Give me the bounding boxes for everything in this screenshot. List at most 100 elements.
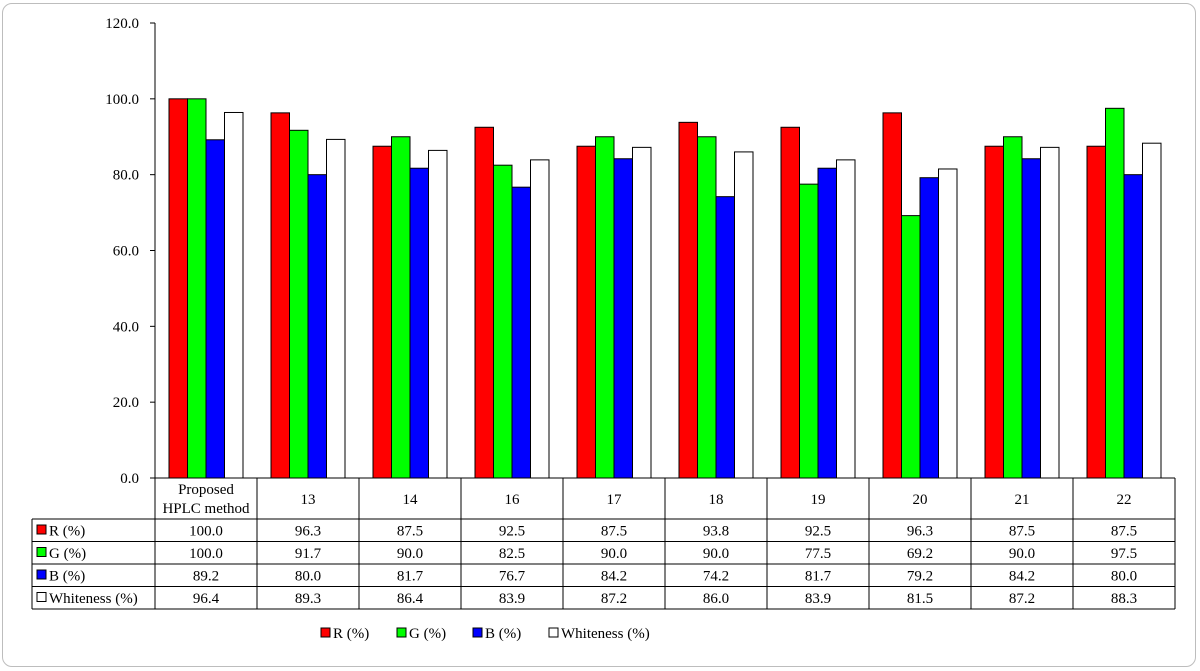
y-tick-label: 40.0 (113, 319, 139, 335)
table-series-label: B (%) (49, 569, 85, 585)
x-tick-label: 20 (913, 492, 928, 508)
table-cell-value: 86.4 (397, 591, 424, 607)
bar-r-17 (576, 145, 596, 479)
bar-whiteness-18 (734, 151, 754, 479)
bar-g-proposed (187, 98, 207, 479)
table-cell-value: 87.2 (601, 591, 627, 607)
bar-b-16 (511, 186, 531, 479)
bar-g-16 (493, 164, 513, 479)
bar-whiteness-21 (1040, 146, 1060, 479)
x-tick-label: 21 (1015, 492, 1030, 508)
table-cell-value: 81.7 (805, 569, 832, 585)
bar-whiteness-20 (938, 168, 958, 479)
table-cell-value: 80.0 (295, 569, 321, 585)
table-legend-key (36, 547, 47, 557)
table-cell-value: 87.5 (397, 524, 423, 540)
bar-g-22 (1105, 107, 1125, 479)
bar-whiteness-19 (836, 159, 856, 479)
x-tick-label: 17 (607, 492, 623, 508)
bar-b-21 (1021, 158, 1041, 479)
table-cell-value: 91.7 (295, 546, 322, 562)
bar-b-19 (817, 167, 837, 479)
legend-label: B (%) (485, 626, 521, 642)
bar-whiteness-proposed (224, 111, 244, 479)
bar-r-18 (678, 121, 698, 479)
bar-b-13 (307, 174, 327, 479)
table-series-label: G (%) (49, 546, 86, 562)
x-tick-label: 19 (811, 492, 826, 508)
bar-b-14 (409, 167, 429, 479)
table-cell-value: 92.5 (499, 524, 525, 540)
bar-g-13 (289, 129, 309, 479)
table-cell-value: 93.8 (703, 524, 729, 540)
table-series-label: R (%) (49, 524, 85, 540)
table-legend-key (36, 524, 47, 535)
table-cell-value: 90.0 (1009, 546, 1035, 562)
table-cell-value: 89.3 (295, 591, 321, 607)
table-cell-value: 69.2 (907, 546, 933, 562)
bar-b-18 (715, 196, 735, 479)
x-tick-label: 22 (1117, 492, 1132, 508)
table-cell-value: 90.0 (601, 546, 627, 562)
bar-r-22 (1086, 145, 1106, 479)
x-tick-label: 14 (403, 492, 419, 508)
legend-key (320, 627, 331, 638)
table-cell-value: 84.2 (601, 569, 627, 585)
table-series-label: Whiteness (%) (49, 591, 138, 607)
bar-r-13 (270, 112, 290, 479)
table-cell-value: 82.5 (499, 546, 525, 562)
x-tick-label: 18 (709, 492, 724, 508)
table-cell-value: 87.5 (601, 524, 627, 540)
table-cell-value: 100.0 (189, 546, 223, 562)
legend-key (396, 627, 407, 638)
bar-whiteness-14 (428, 149, 448, 479)
x-tick-label: HPLC method (162, 501, 250, 517)
table-cell-value: 81.5 (907, 591, 933, 607)
y-tick-label: 120.0 (105, 16, 139, 32)
bar-g-20 (901, 215, 921, 479)
table-cell-value: 83.9 (499, 591, 525, 607)
bar-r-proposed (168, 98, 188, 479)
table-cell-value: 80.0 (1111, 569, 1137, 585)
bar-whiteness-16 (530, 159, 550, 479)
table-cell-value: 97.5 (1111, 546, 1137, 562)
table-cell-value: 83.9 (805, 591, 831, 607)
x-tick-label: Proposed (178, 482, 234, 498)
bar-r-19 (780, 126, 800, 479)
bar-g-21 (1003, 136, 1023, 479)
table-cell-value: 96.3 (907, 524, 933, 540)
table-cell-value: 87.5 (1009, 524, 1035, 540)
table-cell-value: 86.0 (703, 591, 729, 607)
bar-g-14 (391, 136, 411, 479)
bar-g-19 (799, 183, 819, 479)
y-tick-label: 0.0 (120, 471, 139, 487)
table-cell-value: 90.0 (703, 546, 729, 562)
y-tick-label: 20.0 (113, 395, 139, 411)
y-tick-label: 80.0 (113, 168, 139, 184)
bar-g-18 (697, 136, 717, 479)
table-legend-key (36, 569, 47, 580)
table-cell-value: 74.2 (703, 569, 729, 585)
bar-b-22 (1123, 174, 1143, 479)
legend-label: R (%) (333, 626, 369, 642)
table-cell-value: 88.3 (1111, 591, 1137, 607)
table-cell-value: 79.2 (907, 569, 933, 585)
table-cell-value: 87.5 (1111, 524, 1137, 540)
legend-label: G (%) (409, 626, 446, 642)
bar-b-20 (919, 177, 939, 479)
table-cell-value: 96.4 (193, 591, 220, 607)
table-cell-value: 81.7 (397, 569, 424, 585)
bar-whiteness-17 (632, 146, 652, 479)
table-cell-value: 84.2 (1009, 569, 1035, 585)
bar-whiteness-22 (1142, 142, 1162, 479)
bar-g-17 (595, 136, 615, 479)
table-cell-value: 92.5 (805, 524, 831, 540)
y-tick-label: 100.0 (105, 92, 139, 108)
table-cell-value: 77.5 (805, 546, 831, 562)
x-tick-label: 16 (505, 492, 521, 508)
table-legend-key (36, 592, 47, 602)
bar-b-17 (613, 158, 633, 479)
table-cell-value: 100.0 (189, 524, 223, 540)
legend-label: Whiteness (%) (561, 626, 650, 642)
